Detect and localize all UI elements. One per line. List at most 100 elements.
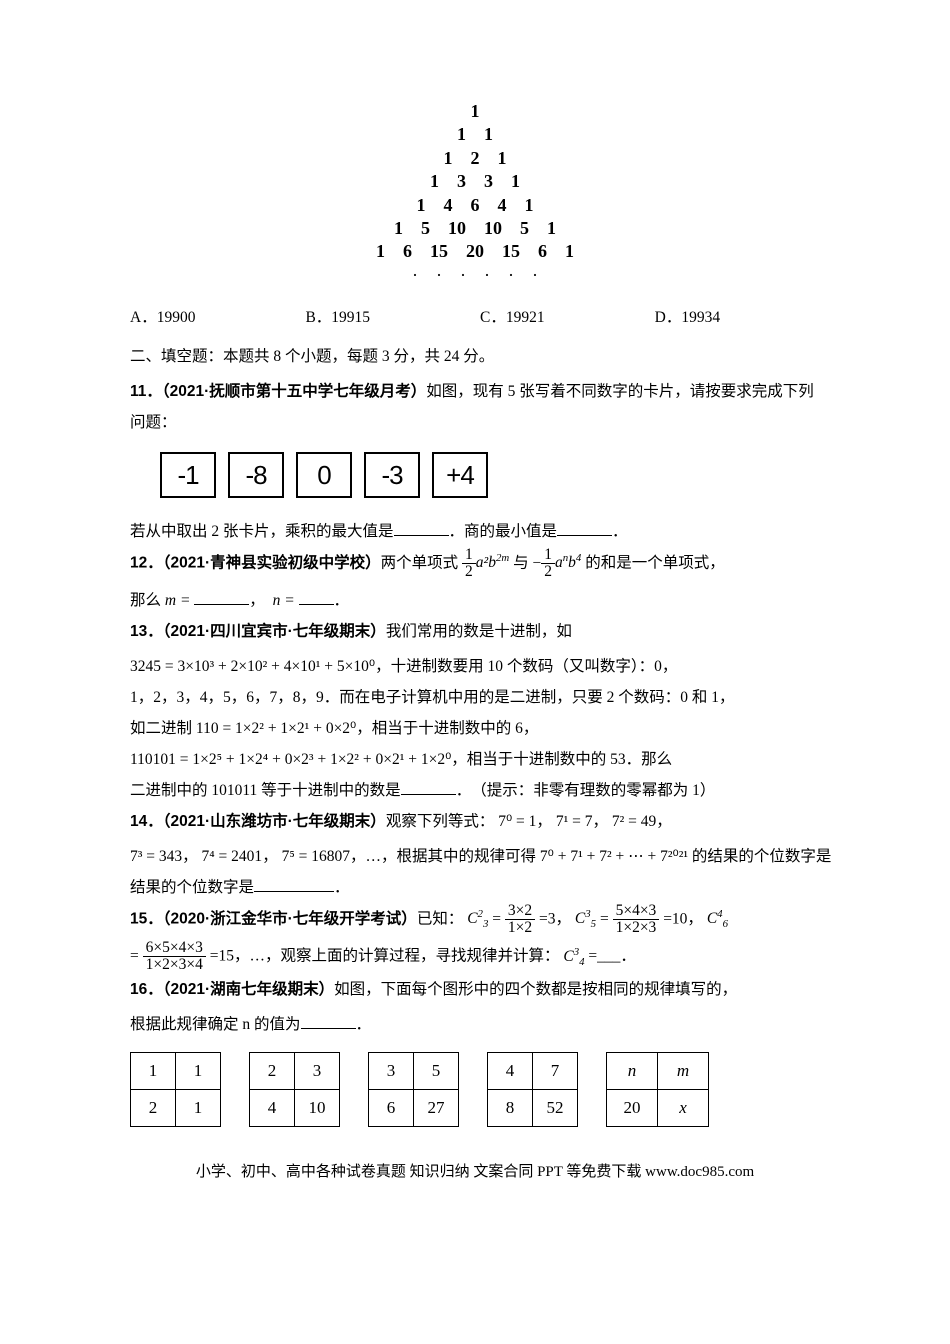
cell: 4 [488,1052,533,1089]
pascal-row: 1 6 15 20 15 6 1 [130,240,820,263]
q13-text-f: ，相当于十进制数中的 53．那么 [451,751,672,768]
combinatoric-c64: C46 [707,910,728,927]
fraction-2: 5×4×31×2×3 [613,903,660,937]
q14-sum: 7⁰ + 7¹ + 7² + ⋯ + 7²⁰²¹ [540,848,688,865]
combinatoric-c53: C35 [575,910,596,927]
frac-num: 5×4×3 [613,903,660,920]
q13-text-h: ． （提示：非零有理数的零幂都为 1） [456,782,716,799]
eq: = [488,910,505,927]
c-letter: C [575,910,585,927]
q11-after-c: ． [612,523,628,540]
q12-line2: 那么 m = ， n = ． [130,585,820,616]
pattern-tables: 11 21 23 410 35 627 47 852 nm 20x [130,1052,820,1127]
question-16: 16．（2021·湖南七年级期末）如图，下面每个图形中的四个数都是按相同的规律填… [130,974,820,1005]
choice-d-label: D． [655,309,682,326]
q13-eq3-line: 110101 = 1×2⁵ + 1×2⁴ + 0×2³ + 1×2² + 0×2… [130,744,820,775]
combinatoric-c43: C34 [563,948,584,965]
frac-den: 1×2×3×4 [143,957,206,973]
q14-text-a: 观察下列等式： [386,813,495,830]
q14-number: 14． [130,813,163,830]
answer-choices: A．19900 B．19915 C．19921 D．19934 [130,302,820,333]
q13-eq1: 3245 = 3×10³ + 2×10² + 4×10¹ + 5×10⁰ [130,658,375,675]
blank [301,1012,356,1029]
choice-c-label: C． [480,309,506,326]
q13-text-d: 如二进制 [130,720,196,737]
mono-a: a [555,554,563,571]
pattern-table-5: nm 20x [606,1052,709,1127]
pascal-row: 1 4 6 4 1 [130,194,820,217]
question-15: 15．（2020·浙江金华市·七年级开学考试）已知： C23 = 3×21×2 … [130,903,820,937]
pascal-triangle: 1 1 1 1 2 1 1 3 3 1 1 4 6 4 1 1 5 10 10 … [130,100,820,287]
fraction-1: 3×21×2 [505,903,535,937]
q13-fill: 二进制中的 101011 等于十进制中的数是． （提示：非零有理数的零幂都为 1… [130,775,820,806]
mono-exp: 2m [496,552,509,564]
r1: =3， [535,910,571,927]
eq: = [130,948,143,965]
q11-source: （2021·抚顺市第十五中学七年级月考） [162,383,426,400]
pow-7-4: 7⁴ = 2401 [202,848,263,865]
number-cards: -1 -8 0 -3 +4 [160,452,820,498]
q14-dots: ，…，根据其中的规律可得 [350,848,540,865]
cell: 4 [250,1089,295,1126]
q11-number: 11． [130,383,162,400]
sep: ， [262,848,278,865]
frac-den: 1×2×3 [613,920,660,936]
page-footer: 小学、初中、高中各种试卷真题 知识归纳 文案合同 PPT 等免费下载 www.d… [130,1157,820,1187]
cell: 1 [131,1052,176,1089]
question-14: 14．（2021·山东潍坊市·七年级期末）观察下列等式： 7⁰ = 1， 7¹ … [130,806,820,837]
cell: 27 [414,1089,459,1126]
q13-text-c: 1，2，3，4，5，6，7，8，9．而在电子计算机中用的是二进制，只要 2 个数… [130,682,820,713]
pow-7-5: 7⁵ = 16807 [282,848,350,865]
sep: ， [182,848,198,865]
q16-line2: 根据此规律确定 n 的值为 ． [130,1009,820,1040]
card: 0 [296,452,352,498]
question-12: 12．（2021·青神县实验初级中学校）两个单项式 12a²b2m 与 −12a… [130,547,820,581]
choice-a-label: A． [130,309,157,326]
q13-number: 13． [130,623,163,640]
cell: 52 [533,1089,578,1126]
q11-after-a: 若从中取出 2 张卡片，乘积的最大值是 [130,523,394,540]
cell: 10 [295,1089,340,1126]
q16-text-a: 如图，下面每个图形中的四个数都是按相同的规律填写的， [334,981,737,998]
q12-source: （2021·青神县实验初级中学校） [163,554,381,571]
q14-line2: 7³ = 343， 7⁴ = 2401， 7⁵ = 16807，…，根据其中的规… [130,841,820,872]
pow-7-2: 7² = 49 [612,813,656,830]
cell: 1 [176,1089,221,1126]
cell: 3 [295,1052,340,1089]
pascal-row: 1 [130,100,820,123]
fraction-half: 12 [462,547,476,581]
pattern-table-2: 23 410 [249,1052,340,1127]
q16-text-b: 根据此规律确定 n 的值为 [130,1016,301,1033]
r3: =15，…，观察上面的计算过程，寻找规律并计算： [206,948,560,965]
cell: 3 [369,1052,414,1089]
frac-den: 2 [462,564,476,580]
q13-source: （2021·四川宜宾市·七年级期末） [163,623,386,640]
choice-d-value: 19934 [681,309,720,326]
frac-num: 1 [462,547,476,564]
cell: m [658,1052,709,1089]
fraction-3: 6×5×4×31×2×3×4 [143,940,206,974]
period: ． [334,592,350,609]
pow-7-1: 7¹ = 7 [556,813,593,830]
q16-source: （2021·湖南七年级期末） [163,981,334,998]
q13-eq3: 110101 = 1×2⁵ + 1×2⁴ + 0×2³ + 1×2² + 0×2… [130,751,451,768]
section-2-title: 二、填空题：本题共 8 个小题，每题 3 分，共 24 分。 [130,341,820,372]
comma: ， [249,592,272,609]
fraction-half-2: 12 [541,547,555,581]
cell: x [658,1089,709,1126]
cell: 6 [369,1089,414,1126]
q14-source: （2021·山东潍坊市·七年级期末） [163,813,386,830]
pascal-row: 1 5 10 10 5 1 [130,217,820,240]
card: -1 [160,452,216,498]
q11-after-b: ．商的最小值是 [449,523,558,540]
q15-text-a: 已知： [417,910,464,927]
q11-fill: 若从中取出 2 张卡片，乘积的最大值是 ．商的最小值是 ． [130,516,820,547]
c-letter: C [563,948,573,965]
pow-7-3: 7³ = 343 [130,848,182,865]
pow-7-0: 7⁰ = 1 [498,813,536,830]
sep: ， [536,813,552,830]
pascal-row: 1 3 3 1 [130,170,820,193]
mono-b-exp: 4 [576,552,581,564]
period: ． [356,1016,372,1033]
c-sub: 6 [723,918,728,930]
